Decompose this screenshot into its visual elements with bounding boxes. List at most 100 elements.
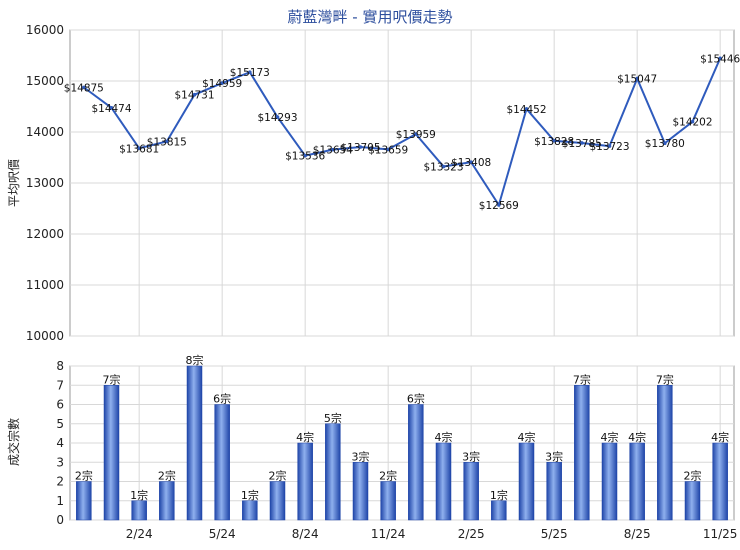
price-data-label: $13828	[534, 136, 574, 148]
price-point	[248, 70, 252, 74]
price-point	[82, 85, 86, 90]
price-y-tick-label: 16000	[26, 23, 64, 37]
x-tick-label: 11/24	[371, 527, 406, 541]
price-data-label: $15047	[617, 74, 657, 86]
volume-bar	[214, 404, 230, 521]
price-point	[303, 153, 307, 158]
volume-y-tick-label: 8	[56, 359, 64, 373]
volume-bar	[186, 365, 203, 521]
price-y-tick-label: 11000	[26, 278, 64, 292]
volume-y-tick-label: 6	[56, 398, 64, 412]
volume-y-tick-label: 4	[56, 436, 64, 450]
x-tick-label: 8/25	[624, 527, 651, 541]
volume-data-label: 7宗	[103, 372, 121, 386]
volume-data-label: 4宗	[296, 430, 314, 444]
volume-data-label: 3宗	[462, 449, 480, 463]
volume-data-label: 1宗	[490, 488, 508, 502]
volume-bar	[518, 442, 535, 521]
price-data-label: $12569	[479, 200, 519, 212]
volume-y-tick-label: 7	[56, 378, 64, 392]
volume-y-tick-label: 3	[56, 455, 64, 469]
volume-data-label: 3宗	[545, 449, 563, 463]
x-tick-label: 5/24	[209, 527, 236, 541]
price-data-label: $13659	[368, 144, 408, 156]
volume-bar	[629, 442, 645, 521]
price-point	[690, 119, 695, 124]
price-data-label: $13959	[396, 129, 436, 141]
volume-bar	[574, 385, 590, 521]
price-data-label: $14959	[202, 78, 242, 90]
price-point	[580, 141, 584, 145]
price-data-label: $13785	[562, 138, 602, 150]
volume-data-label: 6宗	[213, 392, 231, 406]
volume-bar	[76, 481, 92, 521]
volume-y-tick-label: 5	[56, 417, 64, 431]
volume-bar	[159, 481, 175, 521]
price-data-label: $14731	[174, 90, 214, 102]
volume-data-label: 7宗	[573, 372, 591, 386]
price-point	[635, 76, 639, 81]
price-data-label: $15173	[230, 67, 270, 79]
price-point	[275, 115, 280, 119]
volume-bar	[435, 442, 452, 521]
price-point	[109, 106, 114, 110]
volume-data-label: 4宗	[435, 430, 453, 444]
volume-bar	[103, 385, 120, 521]
x-tick-label: 11/25	[703, 527, 738, 541]
volume-data-label: 2宗	[158, 469, 176, 483]
price-y-tick-label: 14000	[26, 125, 64, 139]
volume-y-tick-label: 0	[56, 513, 64, 527]
price-data-label: $13723	[589, 141, 629, 153]
price-point	[663, 141, 667, 146]
volume-data-label: 2宗	[269, 469, 287, 483]
volume-data-label: 8宗	[186, 353, 204, 367]
price-point	[165, 139, 169, 144]
price-y-tick-label: 12000	[26, 227, 64, 241]
volume-bar	[269, 481, 286, 521]
price-data-label: $14293	[257, 112, 297, 124]
volume-data-label: 2宗	[75, 469, 93, 483]
volume-bar	[131, 500, 147, 521]
x-tick-label: 2/25	[458, 527, 485, 541]
volume-data-label: 3宗	[352, 449, 370, 463]
volume-axis-label: 成交宗數	[6, 418, 21, 466]
volume-data-label: 4宗	[711, 430, 729, 444]
price-y-tick-label: 15000	[26, 74, 64, 88]
price-data-label: $13780	[645, 138, 685, 150]
volume-bar	[546, 462, 562, 521]
price-axis-label: 平均呎價	[7, 159, 21, 207]
price-point	[192, 92, 197, 97]
price-point	[718, 56, 722, 61]
price-point	[469, 160, 473, 164]
volume-bar	[380, 481, 396, 521]
price-data-label: $15446	[700, 53, 740, 65]
volume-data-label: 1宗	[130, 488, 148, 502]
price-point	[497, 203, 501, 207]
price-y-tick-label: 13000	[26, 176, 64, 190]
volume-bar	[408, 404, 424, 521]
price-point	[331, 147, 335, 152]
price-data-label: $13536	[285, 151, 325, 163]
price-point	[441, 164, 446, 169]
price-data-label: $14474	[91, 103, 131, 115]
price-data-label: $13705	[340, 142, 380, 154]
price-data-label: $13408	[451, 157, 491, 169]
price-point	[414, 132, 418, 136]
volume-data-label: 6宗	[407, 392, 425, 406]
volume-bar	[601, 442, 618, 521]
volume-data-label: 2宗	[379, 469, 397, 483]
volume-y-tick-label: 2	[56, 475, 64, 489]
volume-bar	[491, 500, 507, 521]
volume-data-label: 4宗	[601, 430, 619, 444]
volume-bar	[463, 462, 479, 521]
volume-bar	[325, 423, 341, 521]
price-data-label: $14452	[506, 104, 546, 116]
volume-y-tick-label: 1	[56, 494, 64, 508]
price-point	[524, 107, 529, 111]
price-data-label: $13654	[313, 145, 353, 157]
price-point	[552, 138, 556, 143]
volume-data-label: 1宗	[241, 488, 259, 502]
volume-data-label: 4宗	[628, 430, 646, 444]
chart-title: 蔚藍灣畔 - 實用呎價走勢	[287, 8, 453, 26]
